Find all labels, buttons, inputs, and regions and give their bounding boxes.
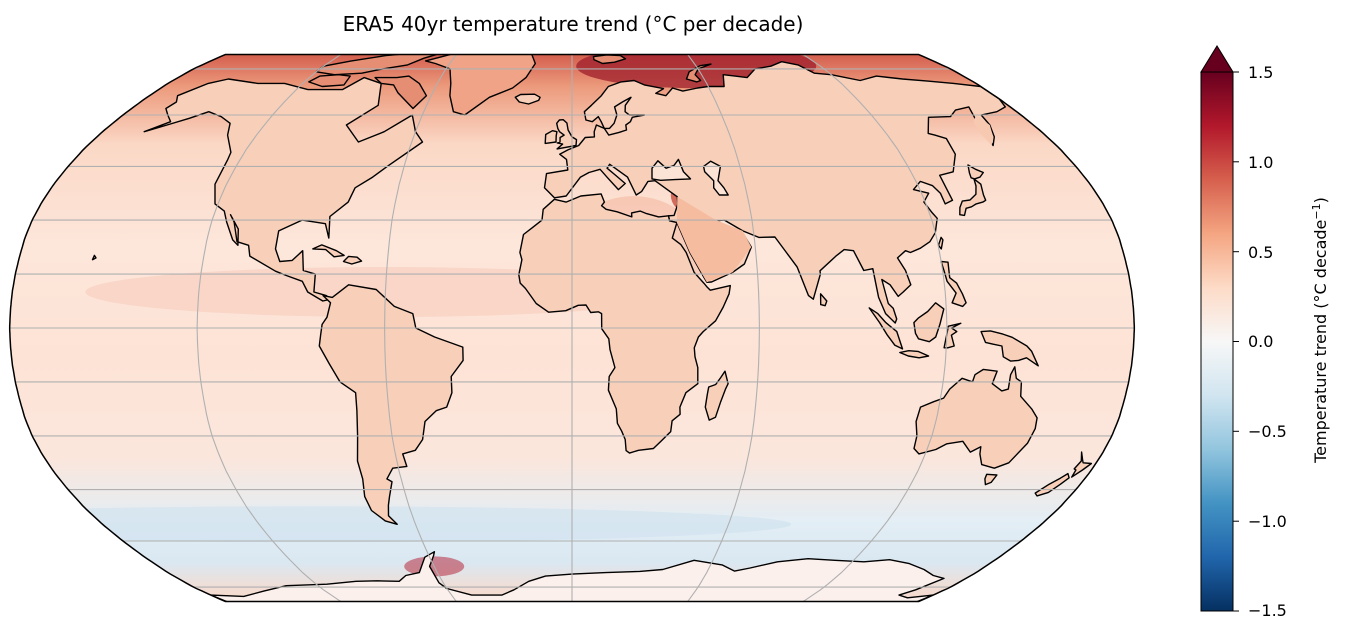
coastline-south-america [318,284,464,525]
coastline-ireland [544,130,558,145]
coastline-sri-lanka [819,293,828,307]
coastline-australia [913,366,1038,469]
coastline-arabia-fill [676,196,752,283]
coastline-new-zealand-north [1071,451,1093,478]
colorbar-tick-label: 0.5 [1248,243,1274,262]
colorbar-tick-label: −0.5 [1248,422,1287,441]
coastline-new-zealand-south [1034,472,1070,497]
coastline-greenland [424,54,536,116]
coastline-hokkaido [967,164,984,180]
colorbar-ticks [1233,71,1239,612]
coastline-taiwan [937,236,944,250]
black-sea [651,158,692,181]
caspian [702,160,729,196]
coastline-baffin [374,75,428,110]
colorbar-label-close: ) [1311,197,1331,204]
coastline-svalbard [592,54,627,65]
coastline-borneo [913,302,945,343]
coastline-baltic-scandinavia [603,96,646,136]
land-masses [91,54,1093,602]
globe [9,54,1135,602]
coastline-victoria-island [308,74,351,88]
colorbar-tick-label: 1.5 [1248,63,1274,82]
colorbar-tick-label: 1.0 [1248,153,1274,172]
colorbar-gradient [1200,71,1234,612]
globe-outline [8,53,1136,603]
colorbar-label: Temperature trend (°C decade−1) [1310,197,1330,463]
colorbar-tick-label: −1.0 [1248,512,1287,531]
coastline-java [899,350,930,359]
colorbar-extend-arrow [1200,45,1234,73]
coastline-cuba [312,244,345,258]
coastline-sulawesi [943,322,962,349]
colorbar-tick-label: −1.5 [1248,601,1287,620]
coastline-philippines [940,260,967,308]
coastline-kamchatka-fill [973,115,993,146]
map-title: ERA5 40yr temperature trend (°C per deca… [342,12,804,36]
coastline-madagascar [704,370,729,421]
colorbar-label-text: Temperature trend (°C decade [1311,219,1331,463]
coastline-hispaniola [342,255,363,265]
coastline-japan [959,178,987,217]
gridlines [9,54,1135,602]
colorbar-label-exponent: −1 [1309,203,1323,220]
colorbar-tick-label: 0.0 [1248,332,1274,351]
coastline-new-guinea [980,330,1039,367]
coastline-iceland [514,93,541,105]
coastline-hawaii [91,254,97,261]
coastline-tasmania [984,473,998,486]
colorbar [1200,45,1239,612]
